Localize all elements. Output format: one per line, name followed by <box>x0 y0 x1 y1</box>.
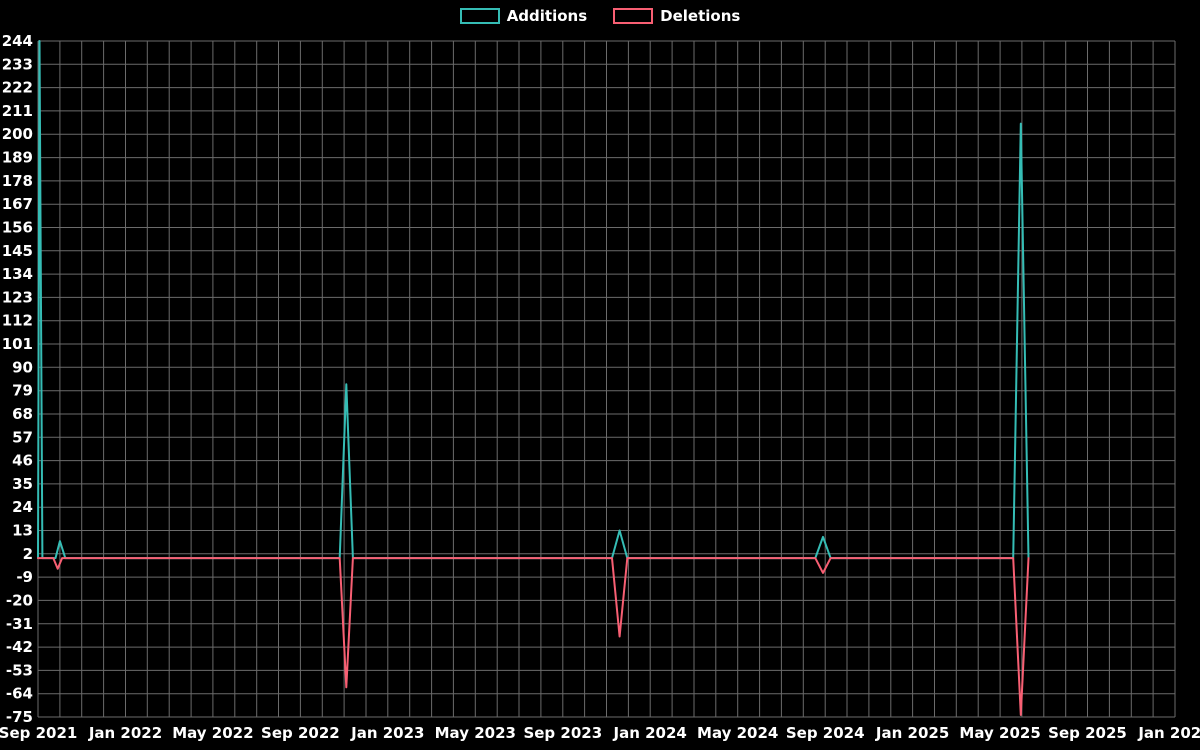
y-tick-label: 244 <box>2 32 33 50</box>
y-tick-label: 2 <box>23 545 33 563</box>
y-tick-label: -75 <box>6 708 33 726</box>
x-tick-label: Sep 2025 <box>1048 724 1127 742</box>
y-tick-label: 145 <box>2 242 33 260</box>
y-tick-label: 178 <box>2 172 33 190</box>
y-tick-label: -31 <box>6 615 33 633</box>
legend-item-deletions[interactable]: Deletions <box>613 7 740 25</box>
x-tick-label: Jan 2026 <box>1137 724 1200 742</box>
y-tick-label: 101 <box>2 335 33 353</box>
y-tick-label: -64 <box>6 685 33 703</box>
y-tick-label: 156 <box>2 219 33 237</box>
additions-swatch-icon <box>459 8 500 24</box>
y-tick-label: 35 <box>12 475 33 493</box>
x-tick-label: May 2023 <box>435 724 516 742</box>
x-tick-label: Jan 2022 <box>88 724 162 742</box>
y-tick-label: 79 <box>12 382 33 400</box>
x-tick-label: Sep 2022 <box>261 724 340 742</box>
y-tick-label: 189 <box>2 149 33 167</box>
chart-legend: Additions Deletions <box>0 7 1200 25</box>
x-tick-label: May 2024 <box>697 724 778 742</box>
y-tick-label: 112 <box>2 312 33 330</box>
y-tick-label: 222 <box>2 79 33 97</box>
y-tick-label: 13 <box>12 522 33 540</box>
legend-item-additions[interactable]: Additions <box>459 7 588 25</box>
y-tick-label: 57 <box>12 428 33 446</box>
y-tick-label: -42 <box>6 638 33 656</box>
y-tick-label: 68 <box>12 405 33 423</box>
y-tick-label: -53 <box>6 661 33 679</box>
y-tick-label: -20 <box>6 591 33 609</box>
x-tick-label: Sep 2021 <box>0 724 77 742</box>
y-tick-label: 24 <box>12 498 33 516</box>
x-tick-label: Sep 2023 <box>523 724 602 742</box>
x-tick-label: Jan 2025 <box>875 724 949 742</box>
y-tick-label: 90 <box>12 358 33 376</box>
y-tick-label: 211 <box>2 102 33 120</box>
x-tick-label: May 2025 <box>959 724 1040 742</box>
deletions-swatch-icon <box>613 8 654 24</box>
legend-label-deletions: Deletions <box>660 7 741 25</box>
y-tick-label: -9 <box>16 568 33 586</box>
y-tick-label: 233 <box>2 55 33 73</box>
y-tick-label: 123 <box>2 288 33 306</box>
y-tick-label: 167 <box>2 195 33 213</box>
x-tick-label: May 2022 <box>172 724 253 742</box>
legend-label-additions: Additions <box>506 7 588 25</box>
x-tick-label: Jan 2023 <box>350 724 424 742</box>
additions-line <box>37 40 1030 560</box>
y-tick-label: 134 <box>2 265 33 283</box>
x-tick-label: Jan 2024 <box>613 724 687 742</box>
y-tick-label: 200 <box>2 125 33 143</box>
deletions-line <box>37 557 1030 716</box>
y-tick-label: 46 <box>12 452 33 470</box>
x-tick-label: Sep 2024 <box>786 724 865 742</box>
